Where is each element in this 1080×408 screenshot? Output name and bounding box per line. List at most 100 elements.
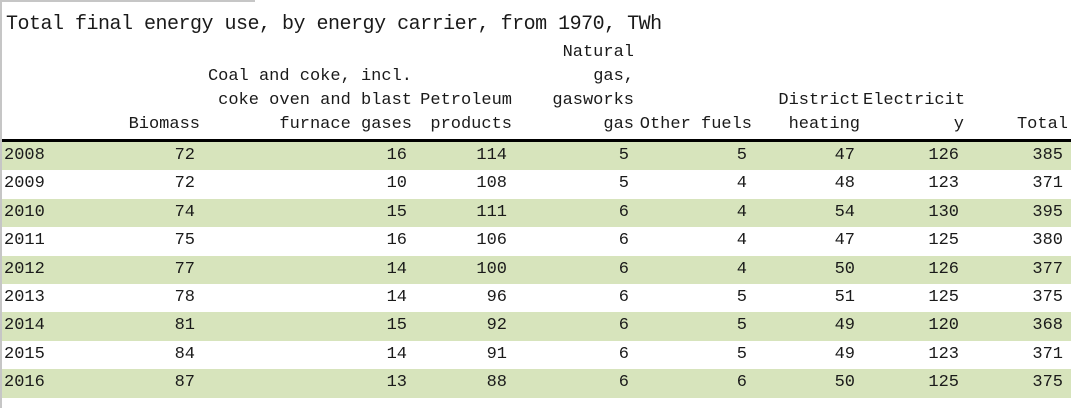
value-cell[interactable]: 377 (1032, 259, 1063, 279)
value-cell[interactable]: 6 (618, 288, 629, 308)
value-cell[interactable]: 50 (834, 373, 855, 393)
value-cell[interactable]: 6 (618, 344, 629, 364)
value-cell[interactable]: 106 (476, 231, 507, 251)
year-cell[interactable]: 2011 (4, 231, 45, 251)
value-cell[interactable]: 100 (476, 259, 507, 279)
value-cell[interactable]: 380 (1032, 231, 1063, 251)
value-cell[interactable]: 4 (736, 231, 747, 251)
value-cell[interactable]: 77 (174, 259, 195, 279)
value-cell[interactable]: 16 (386, 231, 407, 251)
header-coal-and-coke[interactable]: Coal and coke, incl. coke oven and blast… (203, 41, 415, 142)
table-title[interactable]: Total final energy use, by energy carrie… (6, 13, 662, 36)
value-cell[interactable]: 5 (736, 288, 747, 308)
value-cell[interactable]: 96 (486, 288, 507, 308)
value-cell[interactable]: 13 (386, 373, 407, 393)
value-cell[interactable]: 5 (618, 146, 629, 165)
value-cell[interactable]: 6 (618, 373, 629, 393)
header-other-fuels[interactable]: Other fuels (637, 41, 755, 142)
value-cell[interactable]: 47 (834, 231, 855, 251)
year-cell[interactable]: 2012 (4, 259, 45, 279)
value-cell[interactable]: 125 (928, 373, 959, 393)
value-cell[interactable]: 49 (834, 316, 855, 336)
table-header: Biomass Coal and coke, incl. coke oven a… (0, 41, 1071, 142)
value-cell[interactable]: 6 (618, 202, 629, 222)
table-row: 2012 77 14 100 6 4 50 126 377 (0, 255, 1071, 285)
table-body: 2008 72 16 114 5 5 47 126 385 2009 72 10 108 5 4 48 123 3… (0, 140, 1071, 398)
header-district-heating[interactable]: District heating (755, 41, 863, 142)
year-cell[interactable]: 2009 (4, 174, 45, 194)
value-cell[interactable]: 123 (928, 344, 959, 364)
value-cell[interactable]: 371 (1032, 174, 1063, 194)
value-cell[interactable]: 5 (736, 344, 747, 364)
value-cell[interactable]: 78 (174, 288, 195, 308)
year-cell[interactable]: 2015 (4, 344, 45, 364)
value-cell[interactable]: 15 (386, 316, 407, 336)
value-cell[interactable]: 87 (174, 373, 195, 393)
header-total[interactable]: Total (967, 41, 1071, 142)
value-cell[interactable]: 47 (834, 146, 855, 165)
header-natural-gas[interactable]: Natural gas, gasworks gas (515, 41, 637, 142)
value-cell[interactable]: 84 (174, 344, 195, 364)
year-cell[interactable]: 2008 (4, 146, 45, 165)
value-cell[interactable]: 16 (386, 146, 407, 165)
value-cell[interactable]: 88 (486, 373, 507, 393)
value-cell[interactable]: 5 (736, 146, 747, 165)
table-row: 2009 72 10 108 5 4 48 123 371 (0, 170, 1071, 198)
value-cell[interactable]: 371 (1032, 344, 1063, 364)
value-cell[interactable]: 125 (928, 231, 959, 251)
value-cell[interactable]: 375 (1032, 373, 1063, 393)
value-cell[interactable]: 6 (618, 316, 629, 336)
table-row: 2013 78 14 96 6 5 51 125 375 (0, 284, 1071, 312)
value-cell[interactable]: 375 (1032, 288, 1063, 308)
value-cell[interactable]: 14 (386, 259, 407, 279)
value-cell[interactable]: 395 (1032, 202, 1063, 222)
value-cell[interactable]: 4 (736, 259, 747, 279)
value-cell[interactable]: 385 (1032, 146, 1063, 165)
value-cell[interactable]: 49 (834, 344, 855, 364)
value-cell[interactable]: 130 (928, 202, 959, 222)
value-cell[interactable]: 50 (834, 259, 855, 279)
value-cell[interactable]: 108 (476, 174, 507, 194)
value-cell[interactable]: 126 (928, 259, 959, 279)
value-cell[interactable]: 92 (486, 316, 507, 336)
value-cell[interactable]: 114 (476, 146, 507, 165)
year-cell[interactable]: 2013 (4, 288, 45, 308)
value-cell[interactable]: 91 (486, 344, 507, 364)
value-cell[interactable]: 5 (618, 174, 629, 194)
value-cell[interactable]: 74 (174, 202, 195, 222)
header-petroleum-products[interactable]: Petroleum products (415, 41, 515, 142)
value-cell[interactable]: 125 (928, 288, 959, 308)
header-electricity[interactable]: Electricit y (863, 41, 967, 142)
value-cell[interactable]: 4 (736, 202, 747, 222)
value-cell[interactable]: 72 (174, 146, 195, 165)
value-cell[interactable]: 48 (834, 174, 855, 194)
value-cell[interactable]: 81 (174, 316, 195, 336)
value-cell[interactable]: 14 (386, 288, 407, 308)
value-cell[interactable]: 126 (928, 146, 959, 165)
value-cell[interactable]: 123 (928, 174, 959, 194)
value-cell[interactable]: 5 (736, 316, 747, 336)
value-cell[interactable]: 10 (386, 174, 407, 194)
table-row: 2014 81 15 92 6 5 49 120 368 (0, 312, 1071, 341)
header-year[interactable] (0, 41, 110, 142)
value-cell[interactable]: 368 (1032, 316, 1063, 336)
value-cell[interactable]: 75 (174, 231, 195, 251)
value-cell[interactable]: 111 (476, 202, 507, 222)
year-cell[interactable]: 2016 (4, 373, 45, 393)
value-cell[interactable]: 4 (736, 174, 747, 194)
sheet-left-border (0, 0, 2, 408)
value-cell[interactable]: 72 (174, 174, 195, 194)
value-cell[interactable]: 120 (928, 316, 959, 336)
table-row: 2008 72 16 114 5 5 47 126 385 (0, 140, 1071, 171)
value-cell[interactable]: 14 (386, 344, 407, 364)
year-cell[interactable]: 2014 (4, 316, 45, 336)
year-cell[interactable]: 2010 (4, 202, 45, 222)
value-cell[interactable]: 54 (834, 202, 855, 222)
header-biomass[interactable]: Biomass (110, 41, 203, 142)
value-cell[interactable]: 6 (736, 373, 747, 393)
value-cell[interactable]: 51 (834, 288, 855, 308)
value-cell[interactable]: 15 (386, 202, 407, 222)
value-cell[interactable]: 6 (618, 231, 629, 251)
value-cell[interactable]: 6 (618, 259, 629, 279)
